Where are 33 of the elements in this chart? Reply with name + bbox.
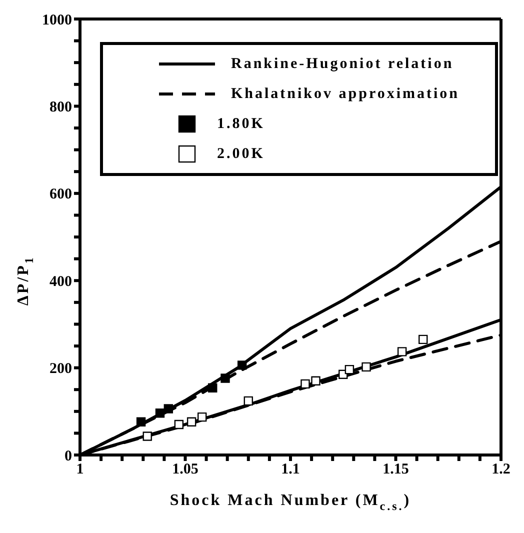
x-tick-label: 1.15 [382,462,409,478]
point [237,360,247,370]
legend-label: Rankine-Hugoniot relation [231,56,454,72]
x-tick-label: 1.2 [492,462,510,478]
x-tick-label: 1.1 [281,462,300,478]
y-tick-label: 800 [50,100,72,116]
y-tick-label: 0 [64,448,72,464]
point [208,383,218,392]
point [220,374,230,383]
legend-label: 1.80K [217,116,265,132]
x-axis-title: Shock Mach Number (M$_{c.s.}$) [170,492,412,513]
legend-label: Khalatnikov approximation [231,86,460,102]
y-tick-label: 400 [50,274,72,290]
x-tick-label: 1 [76,462,84,478]
point [311,376,320,386]
point [142,432,152,441]
point [136,417,146,426]
point [344,364,354,374]
point [362,362,371,372]
point [164,404,174,414]
point [197,412,207,422]
legend-label: 2.00K [217,146,265,162]
point [155,408,165,418]
x-tick-label: 1.05 [172,462,198,478]
y-tick-label: 600 [50,186,72,203]
y-tick-label: 200 [50,361,72,378]
point [174,420,184,430]
point [244,396,253,406]
point [300,379,310,389]
y-tick-label: 1000 [42,12,72,28]
point [418,334,428,344]
point [397,347,407,356]
point [186,417,196,426]
